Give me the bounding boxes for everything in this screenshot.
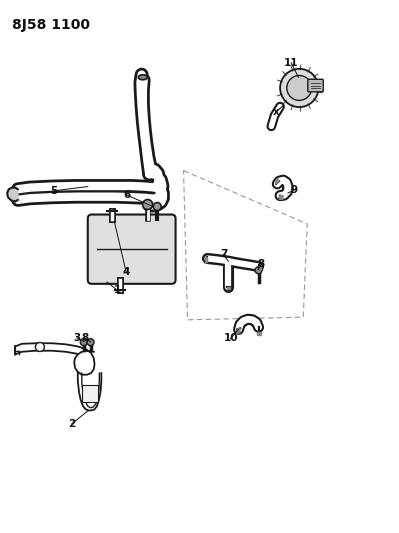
Polygon shape [279, 196, 283, 199]
FancyBboxPatch shape [308, 79, 323, 92]
Text: 5: 5 [50, 186, 57, 196]
Circle shape [153, 203, 161, 211]
Polygon shape [275, 179, 279, 184]
Circle shape [255, 266, 262, 274]
FancyBboxPatch shape [88, 214, 176, 284]
Text: 8J58 1100: 8J58 1100 [12, 18, 90, 32]
Polygon shape [259, 265, 261, 269]
Text: 10: 10 [223, 334, 238, 343]
Polygon shape [257, 332, 261, 335]
Polygon shape [227, 287, 230, 289]
Text: x: x [273, 107, 279, 117]
Circle shape [287, 76, 312, 100]
Ellipse shape [138, 75, 147, 80]
Polygon shape [205, 257, 207, 262]
Circle shape [142, 199, 153, 209]
Circle shape [80, 338, 87, 346]
Text: 6: 6 [123, 190, 130, 200]
Text: 1: 1 [114, 286, 121, 295]
Text: 8: 8 [258, 259, 265, 269]
Polygon shape [7, 188, 18, 201]
Text: 9: 9 [291, 185, 298, 195]
Circle shape [280, 69, 318, 107]
Circle shape [87, 338, 94, 346]
Text: 7: 7 [220, 249, 227, 259]
Text: 4: 4 [122, 267, 130, 277]
Text: 8: 8 [81, 333, 89, 343]
Circle shape [36, 343, 44, 351]
Text: 2: 2 [68, 419, 75, 429]
Polygon shape [237, 328, 240, 334]
FancyBboxPatch shape [82, 385, 98, 402]
Text: 11: 11 [284, 58, 298, 68]
Text: 3: 3 [73, 333, 81, 343]
